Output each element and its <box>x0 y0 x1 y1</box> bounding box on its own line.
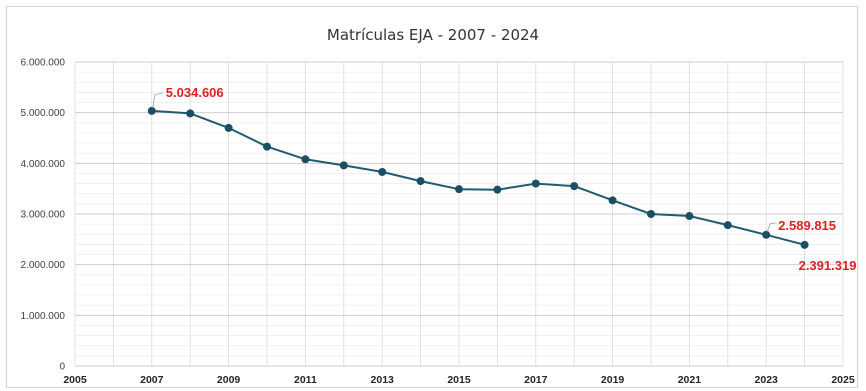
series-group <box>147 106 809 249</box>
data-point <box>493 185 502 194</box>
data-point <box>339 161 348 170</box>
x-tick-label: 2005 <box>63 374 87 386</box>
data-point <box>147 106 156 115</box>
y-tick-label: 4.000.000 <box>21 159 66 170</box>
gridlines <box>74 61 844 367</box>
y-tick-label: 5.000.000 <box>21 108 66 119</box>
data-point <box>224 123 233 132</box>
x-tick-label: 2023 <box>755 374 779 386</box>
data-point <box>570 182 579 191</box>
data-label: 5.034.606 <box>166 85 224 100</box>
data-point <box>378 167 387 176</box>
y-tick-label: 2.000.000 <box>21 260 66 271</box>
data-point <box>455 185 463 194</box>
x-tick-label: 2009 <box>217 374 241 386</box>
x-tick-label: 2013 <box>371 374 395 386</box>
data-label: 2.391.319 <box>799 258 857 273</box>
x-tick-label: 2019 <box>601 374 625 386</box>
chart-title: Matrículas EJA - 2007 - 2024 <box>327 26 539 44</box>
y-tick-label: 1.000.000 <box>21 311 66 322</box>
data-point <box>416 177 425 186</box>
y-tick-label: 6.000.000 <box>21 58 66 69</box>
x-tick-label: 2011 <box>294 374 317 386</box>
y-tick-label: 3.000.000 <box>21 210 66 221</box>
data-label: 2.589.815 <box>778 218 836 233</box>
x-tick-label: 2017 <box>524 374 548 386</box>
data-labels: 5.034.606 2.589.815 2.391.319 <box>152 85 857 273</box>
data-point <box>263 142 271 151</box>
data-point <box>685 212 694 221</box>
x-axis-ticks: 2005 2007 2009 2011 2013 2015 2017 2019 2021 2023… <box>63 374 855 386</box>
data-point <box>762 230 771 239</box>
x-tick-label: 2021 <box>678 374 702 386</box>
data-point <box>531 179 540 188</box>
x-tick-label: 2007 <box>140 374 164 386</box>
data-point <box>608 196 617 205</box>
leader-line <box>766 222 777 232</box>
chart-frame <box>6 6 858 388</box>
data-point <box>301 155 310 164</box>
data-point <box>723 221 732 230</box>
y-tick-label: 0 <box>59 362 65 373</box>
series-line <box>151 109 805 246</box>
x-tick-label: 2025 <box>831 374 855 386</box>
data-point <box>647 210 655 218</box>
leader-line <box>152 92 163 108</box>
y-axis-ticks: 0 1.000.000 2.000.000 3.000.000 4.000.000 5.0… <box>21 58 66 373</box>
data-point <box>186 109 195 118</box>
data-point <box>800 240 809 249</box>
x-tick-label: 2015 <box>447 374 471 386</box>
